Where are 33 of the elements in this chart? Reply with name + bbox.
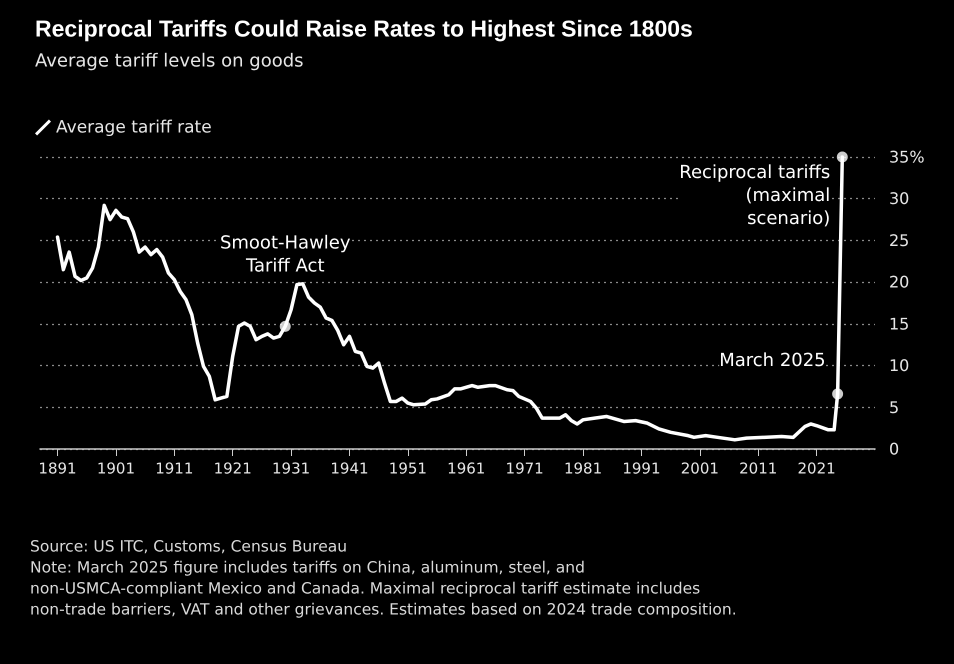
x-tick-label: 1901 <box>96 460 136 478</box>
annotation: Smoot-Hawley Tariff Act <box>220 232 351 276</box>
x-tick-label: 2011 <box>739 460 778 478</box>
x-tick-label: 1961 <box>447 460 486 478</box>
y-tick-label: 20 <box>889 272 910 292</box>
y-tick-label: 15 <box>889 314 910 334</box>
text: Note: March 2025 figure includes tariffs on China, aluminum, steel, and non-USMCA-compliant Mexico and Canada. Maximal reciprocal tariff estimate includes non-trade barriers, VAT and other grievances. Estimates based on 2024 trade composition. <box>30 558 737 618</box>
x-tick-label: 2021 <box>798 460 836 478</box>
chart-subtitle: Average tariff levels on goods <box>35 50 304 72</box>
y-tick-label: 10 <box>889 356 910 376</box>
x-tick-label: 1891 <box>38 460 77 478</box>
x-tick-label: 1931 <box>272 460 310 478</box>
x-tick-label: 1991 <box>622 460 661 478</box>
point <box>832 388 844 400</box>
y-tick-label: 0 <box>889 440 900 458</box>
legend-label: Average tariff rate <box>56 118 212 138</box>
y-tick-label: 30 <box>889 189 910 208</box>
point <box>836 152 848 162</box>
y-tick-label: 25 <box>889 230 910 250</box>
x-tick-label: 1921 <box>214 460 252 478</box>
x-tick-label: 1911 <box>155 460 194 478</box>
y-tick-label: 5 <box>889 398 900 417</box>
x-tick-label: 1971 <box>506 460 544 478</box>
chart-title: Reciprocal Tariffs Could Raise Rates to Highest Since 1800s <box>35 16 693 42</box>
x-tick-label: 1981 <box>564 460 602 478</box>
source-note: Source: US ITC, Customs, Census Bureau <box>30 538 348 556</box>
x-tick-label: 2001 <box>680 460 719 478</box>
x-tick-label: 1951 <box>388 460 427 478</box>
y-tick-label: 35% <box>889 148 925 166</box>
x-tick-label: 1941 <box>330 460 369 478</box>
point <box>280 320 291 332</box>
annotation: Reciprocal tariffs (maximal scenario) <box>679 162 830 229</box>
annotation: March 2025 <box>719 350 826 371</box>
